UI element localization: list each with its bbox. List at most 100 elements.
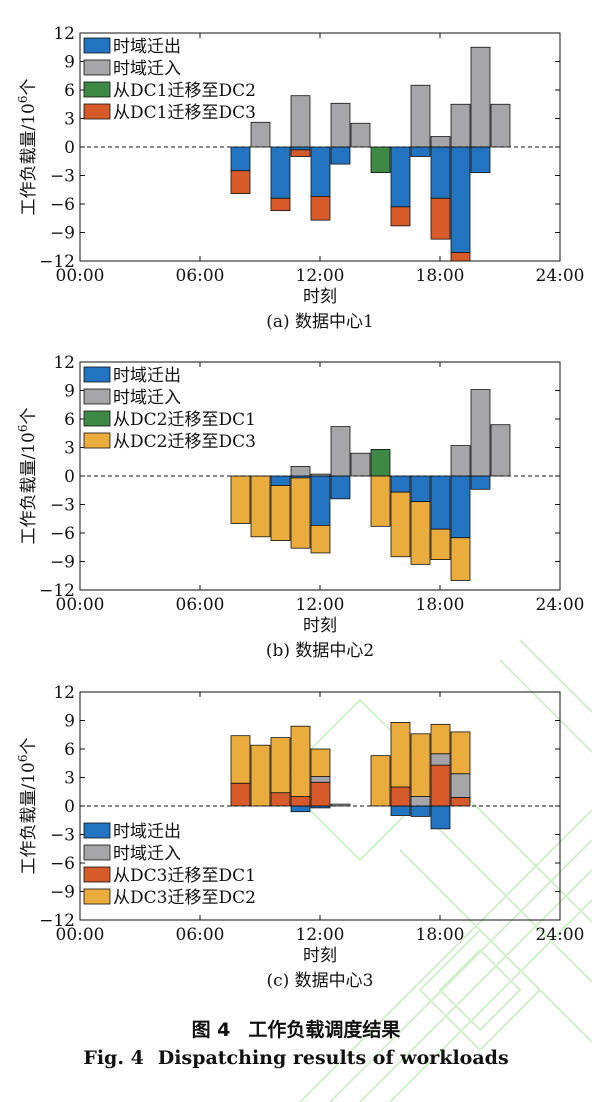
y-tick-label: 3 bbox=[64, 439, 75, 459]
y-tick-label: 9 bbox=[64, 712, 75, 732]
y-tick-label: 6 bbox=[64, 740, 75, 760]
bar bbox=[310, 781, 331, 807]
y-axis-label-text: 工作负载量/10 bbox=[19, 432, 39, 544]
x-tick-label: 12:00 bbox=[296, 595, 345, 615]
bar bbox=[450, 252, 471, 262]
x-axis-label: 时刻 bbox=[303, 946, 337, 966]
bar bbox=[410, 475, 431, 503]
y-tick-label: −6 bbox=[50, 195, 75, 215]
legend-swatch bbox=[83, 866, 111, 883]
bar bbox=[330, 102, 351, 148]
bar bbox=[270, 146, 291, 199]
bar bbox=[310, 525, 331, 554]
x-tick-label: 24:00 bbox=[536, 925, 585, 945]
bar bbox=[490, 103, 511, 148]
caption-en-label: Fig. 4 bbox=[83, 1047, 143, 1069]
y-axis-label-exponent: 6 bbox=[16, 425, 30, 433]
y-axis-label-text: 工作负载量/10 bbox=[19, 103, 39, 215]
bar bbox=[270, 737, 291, 794]
bar bbox=[390, 475, 411, 493]
bar bbox=[310, 146, 331, 197]
bar bbox=[270, 197, 291, 212]
bar bbox=[370, 475, 391, 527]
bar bbox=[410, 146, 431, 157]
bar bbox=[470, 46, 491, 148]
bar bbox=[390, 206, 411, 227]
bar bbox=[290, 796, 311, 807]
x-tick-label: 00:00 bbox=[56, 266, 105, 286]
legend-swatch bbox=[83, 822, 111, 839]
y-tick-label: −9 bbox=[50, 553, 75, 573]
bar bbox=[290, 149, 311, 157]
y-tick-label: 6 bbox=[64, 81, 75, 101]
y-axis-label-text: 工作负载量/10 bbox=[19, 762, 39, 874]
x-axis-label: 时刻 bbox=[303, 287, 337, 307]
bar bbox=[230, 170, 251, 194]
bar bbox=[430, 475, 451, 530]
legend-swatch bbox=[83, 37, 111, 54]
bar bbox=[390, 805, 411, 816]
chart-subtitle: (b) 数据中心2 bbox=[266, 641, 374, 661]
bar bbox=[350, 452, 371, 477]
bar bbox=[310, 776, 331, 783]
legend-swatch bbox=[83, 59, 111, 76]
bar bbox=[290, 725, 311, 797]
x-tick-label: 18:00 bbox=[416, 925, 465, 945]
chart-subtitle: (c) 数据中心3 bbox=[266, 971, 373, 991]
y-tick-label: −12 bbox=[39, 252, 75, 272]
y-tick-label: −9 bbox=[50, 224, 75, 244]
bar bbox=[430, 197, 451, 240]
bar bbox=[330, 146, 351, 165]
y-tick-label: 6 bbox=[64, 410, 75, 430]
bar bbox=[230, 782, 251, 807]
x-tick-label: 00:00 bbox=[56, 925, 105, 945]
bar bbox=[370, 448, 391, 477]
bar bbox=[450, 773, 471, 798]
bar bbox=[450, 445, 471, 477]
x-tick-label: 12:00 bbox=[296, 925, 345, 945]
bar bbox=[250, 121, 271, 148]
y-tick-label: 0 bbox=[64, 138, 75, 158]
y-tick-label: 3 bbox=[64, 110, 75, 130]
y-tick-label: −12 bbox=[39, 581, 75, 601]
bar bbox=[430, 146, 451, 199]
bar bbox=[230, 146, 251, 172]
caption-en-text: Dispatching results of workloads bbox=[158, 1047, 509, 1069]
bar bbox=[370, 146, 391, 174]
bar bbox=[290, 805, 311, 813]
bar bbox=[410, 796, 431, 807]
bar bbox=[290, 466, 311, 477]
legend-label: 从DC3迁移至DC1 bbox=[113, 866, 256, 886]
x-tick-label: 06:00 bbox=[176, 266, 225, 286]
y-tick-label: −12 bbox=[39, 911, 75, 931]
y-tick-label: −3 bbox=[50, 167, 75, 187]
x-tick-label: 18:00 bbox=[416, 595, 465, 615]
y-axis-label-exponent: 6 bbox=[16, 755, 30, 763]
x-tick-label: 24:00 bbox=[536, 266, 585, 286]
legend-label: 从DC2迁移至DC1 bbox=[113, 410, 256, 430]
bar bbox=[390, 146, 411, 208]
bar bbox=[250, 744, 271, 807]
y-tick-label: 3 bbox=[64, 769, 75, 789]
bar bbox=[230, 735, 251, 784]
legend-swatch bbox=[83, 410, 111, 427]
y-tick-label: −6 bbox=[50, 854, 75, 874]
bar bbox=[430, 764, 451, 807]
legend-label: 时域迁入 bbox=[113, 844, 181, 864]
x-tick-label: 06:00 bbox=[176, 595, 225, 615]
legend-label: 时域迁出 bbox=[113, 822, 181, 842]
bar bbox=[430, 723, 451, 755]
bar bbox=[470, 146, 491, 174]
y-axis-label: 工作负载量/106个 bbox=[16, 408, 39, 545]
bar bbox=[390, 786, 411, 807]
bar bbox=[410, 501, 431, 565]
caption-cn-label: 图 4 bbox=[192, 1019, 231, 1041]
legend-label: 从DC3迁移至DC2 bbox=[113, 888, 256, 908]
bar bbox=[270, 792, 291, 807]
bar bbox=[370, 755, 391, 807]
bar bbox=[350, 122, 371, 148]
bar bbox=[330, 426, 351, 477]
